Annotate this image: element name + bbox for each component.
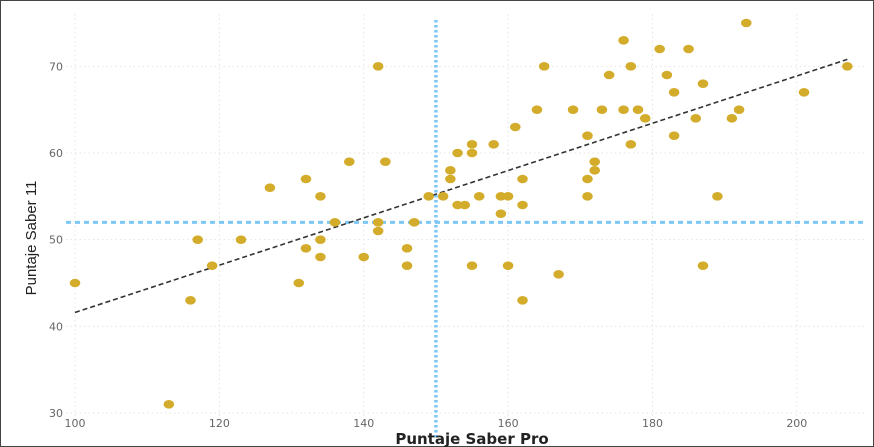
data-point xyxy=(654,44,665,54)
data-point xyxy=(517,174,528,184)
data-point xyxy=(596,105,608,114)
data-point xyxy=(726,114,738,123)
data-point xyxy=(553,270,564,279)
x-tick-label: 160 xyxy=(498,417,519,430)
data-point xyxy=(625,140,637,149)
data-point xyxy=(380,157,391,166)
data-point xyxy=(683,44,694,54)
data-point xyxy=(842,62,853,71)
data-point xyxy=(517,296,528,305)
data-point xyxy=(343,157,355,166)
data-point xyxy=(798,88,810,97)
data-point xyxy=(452,148,463,158)
data-point xyxy=(618,105,629,114)
data-point xyxy=(582,174,593,184)
data-point xyxy=(517,200,528,210)
grid-lines xyxy=(66,14,866,420)
y-tick-label: 60 xyxy=(49,147,63,160)
data-point xyxy=(358,252,370,262)
data-point xyxy=(488,140,499,149)
y-axis-ticks: 30 40 50 60 70 xyxy=(49,60,63,420)
data-point xyxy=(740,18,752,28)
y-tick-label: 70 xyxy=(49,60,63,73)
data-point xyxy=(668,88,680,97)
data-point xyxy=(639,114,651,123)
data-point xyxy=(445,174,456,184)
data-point xyxy=(582,192,593,201)
data-point xyxy=(661,70,673,80)
data-point xyxy=(315,252,326,262)
data-point xyxy=(466,148,478,158)
data-point xyxy=(235,235,247,244)
data-point xyxy=(697,261,709,270)
data-point xyxy=(668,131,680,140)
data-point xyxy=(163,400,175,409)
data-point xyxy=(206,261,218,270)
x-axis-ticks: 100 120 140 160 180 200 xyxy=(65,417,808,430)
data-point xyxy=(589,157,601,166)
data-point xyxy=(264,183,276,192)
trend-line-group xyxy=(74,58,848,314)
data-point xyxy=(372,62,384,71)
data-point xyxy=(567,105,579,114)
data-point xyxy=(466,140,478,149)
data-point xyxy=(632,105,644,114)
data-point xyxy=(582,131,593,140)
data-point xyxy=(459,200,471,210)
data-point xyxy=(618,36,629,45)
data-point xyxy=(293,278,305,288)
mean-reference-lines xyxy=(66,20,866,440)
data-point xyxy=(690,114,702,123)
data-point xyxy=(510,122,521,132)
data-point xyxy=(423,192,434,201)
data-point xyxy=(300,244,312,253)
x-axis-title: Puntaje Saber Pro xyxy=(395,430,548,447)
data-point xyxy=(372,226,384,236)
data-point xyxy=(473,192,485,201)
y-tick-label: 50 xyxy=(49,234,63,247)
x-tick-label: 140 xyxy=(353,417,374,430)
y-tick-label: 40 xyxy=(49,320,63,333)
data-point xyxy=(300,174,312,184)
data-point xyxy=(192,235,204,244)
data-point xyxy=(466,261,478,270)
x-tick-label: 120 xyxy=(209,417,230,430)
data-point xyxy=(603,70,615,80)
data-point xyxy=(315,192,326,201)
x-tick-label: 200 xyxy=(786,417,807,430)
y-axis-title: Puntaje Saber 11 xyxy=(23,181,40,296)
data-point xyxy=(531,105,543,114)
data-point xyxy=(445,166,456,175)
data-point xyxy=(372,218,384,227)
data-points xyxy=(69,18,853,409)
data-point xyxy=(712,192,723,201)
data-point xyxy=(401,261,413,270)
data-point xyxy=(733,105,745,114)
data-point xyxy=(185,296,196,305)
data-point xyxy=(315,235,326,244)
data-point xyxy=(625,62,637,71)
data-point xyxy=(401,244,413,253)
data-point xyxy=(502,192,514,201)
data-point xyxy=(408,218,420,227)
data-point xyxy=(697,79,709,88)
x-tick-label: 180 xyxy=(642,417,663,430)
trend-line xyxy=(74,58,848,314)
data-point xyxy=(495,209,507,218)
data-point xyxy=(589,166,601,175)
x-tick-label: 100 xyxy=(65,417,86,430)
data-point xyxy=(502,261,514,270)
y-tick-label: 30 xyxy=(49,407,63,420)
data-point xyxy=(329,218,341,227)
data-point xyxy=(69,278,81,288)
data-point xyxy=(437,192,449,201)
data-point xyxy=(538,62,550,71)
